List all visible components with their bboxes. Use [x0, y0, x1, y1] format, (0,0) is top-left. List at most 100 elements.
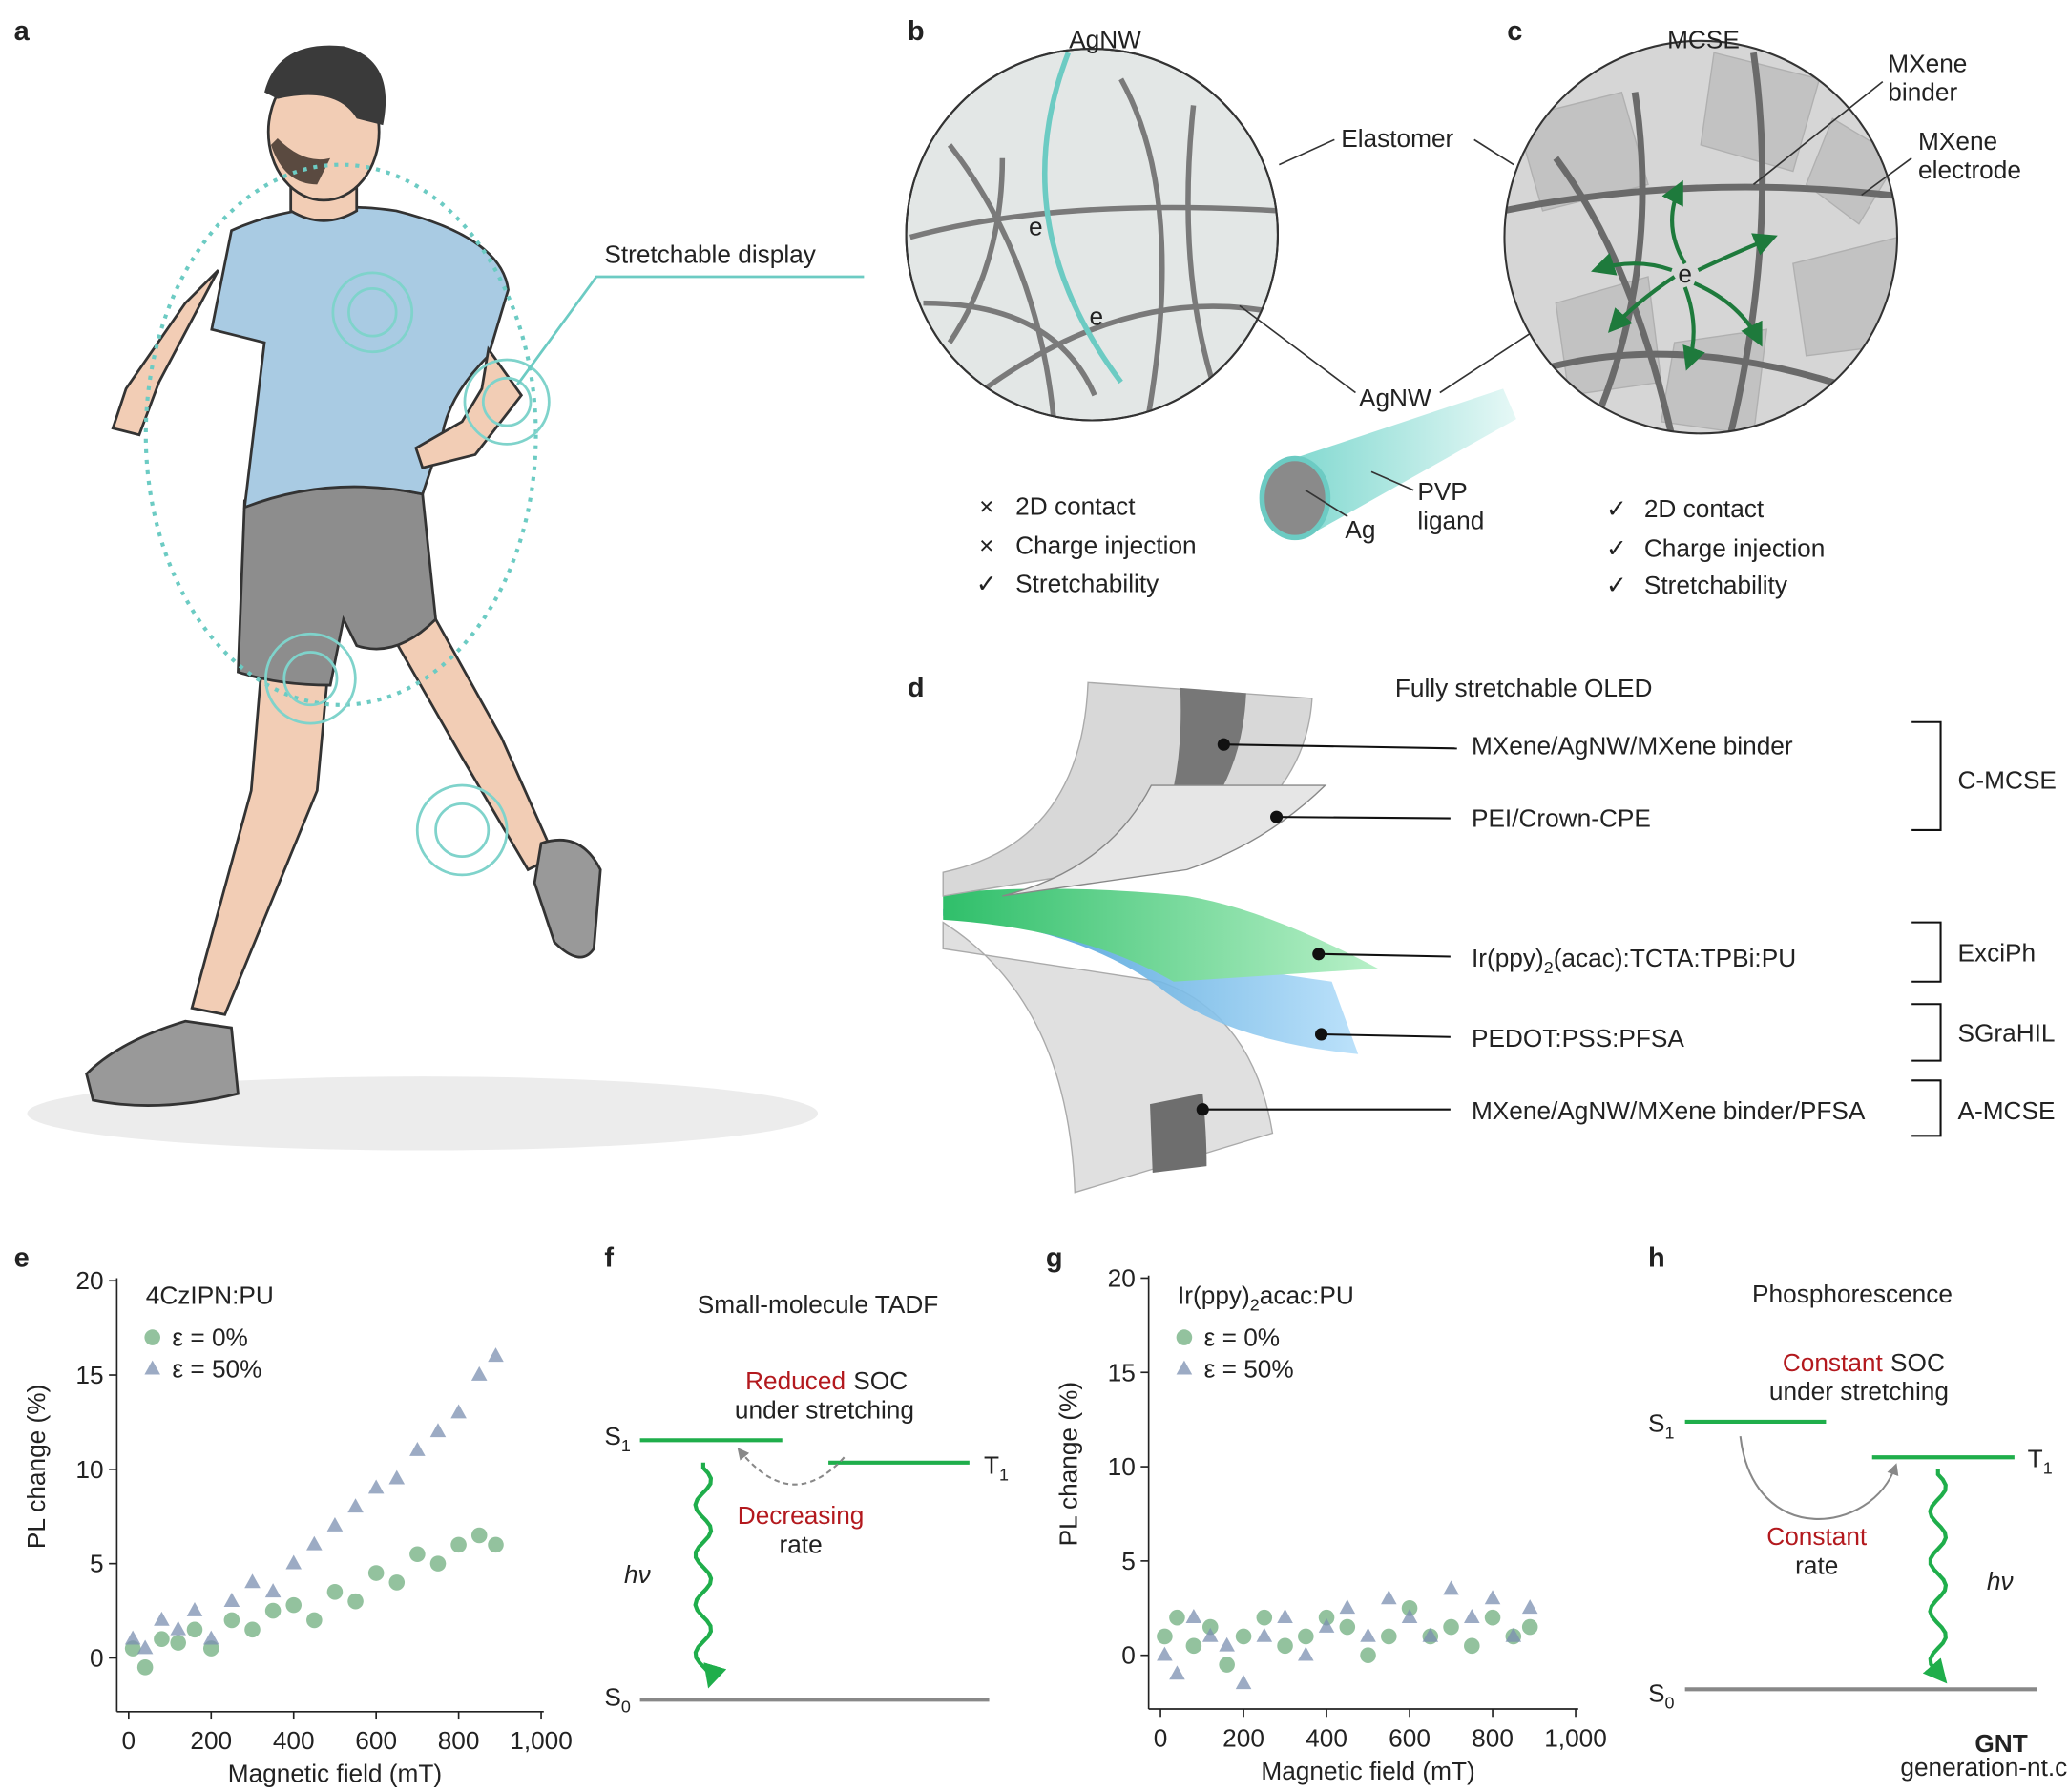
point: [1169, 1609, 1185, 1626]
ag-label: Ag: [1345, 515, 1375, 544]
point: [1464, 1637, 1480, 1655]
text-part: T: [2028, 1445, 2043, 1473]
point: [202, 1630, 219, 1645]
legend-marker: [144, 1360, 160, 1375]
soc-text: SOC: [1890, 1348, 1945, 1377]
runner-illustration: [27, 45, 865, 1151]
legend-label: ε = 0%: [172, 1323, 247, 1352]
point: [470, 1365, 488, 1381]
state-label: S1: [1648, 1408, 1675, 1442]
point: [347, 1498, 364, 1513]
text-part: S: [1648, 1408, 1665, 1437]
oled-stack: [942, 681, 1942, 1194]
point: [488, 1536, 504, 1553]
point: [409, 1441, 426, 1456]
point: [367, 1565, 385, 1581]
list-text: 2D contact: [1015, 491, 1136, 520]
point: [306, 1612, 323, 1629]
y-tick-label: 10: [1108, 1452, 1136, 1481]
point: [1484, 1609, 1501, 1626]
layer-label: MXene/AgNW/MXene binder: [1472, 732, 1793, 761]
list-text: Stretchability: [1644, 571, 1788, 599]
point: [244, 1621, 261, 1638]
soc-text: under stretching: [1769, 1377, 1949, 1406]
electron-label: e: [1089, 302, 1103, 330]
state-label: S0: [1648, 1678, 1675, 1712]
text-part: 1: [621, 1436, 631, 1455]
point: [1360, 1627, 1376, 1642]
mcse-diagram: [1503, 39, 1912, 435]
y-tick-label: 20: [1108, 1263, 1136, 1292]
point: [1381, 1628, 1397, 1645]
x-tick-label: 0: [122, 1726, 136, 1755]
y-tick-label: 15: [1108, 1358, 1136, 1386]
pvp-label: PVP: [1417, 477, 1467, 506]
soc-highlight: Constant: [1783, 1348, 1884, 1377]
text-part: PEI/Crown-CPE: [1472, 804, 1651, 833]
rate-highlight: Constant: [1766, 1522, 1868, 1551]
energy-diagrams: [639, 1419, 2037, 1702]
state-label: T1: [984, 1451, 1009, 1485]
point: [1401, 1609, 1418, 1623]
point: [1318, 1609, 1335, 1626]
panel-label: c: [1507, 16, 1522, 47]
text-part: (acac):TCTA:TPBi:PU: [1554, 944, 1796, 972]
panel-label: h: [1648, 1243, 1665, 1274]
group-label: SGraHIL: [1957, 1019, 2055, 1048]
chart-title: 4CzIPN:PU: [146, 1281, 274, 1309]
legend-marker: [1176, 1329, 1193, 1345]
text-part: Ir(ppy): [1472, 944, 1544, 972]
point: [1235, 1675, 1252, 1690]
binder-label: binder: [1888, 78, 1957, 107]
point: [1521, 1618, 1538, 1636]
point: [1484, 1590, 1501, 1605]
text-part: Ir(ppy): [1178, 1281, 1250, 1309]
point: [264, 1602, 282, 1619]
point: [1277, 1637, 1293, 1655]
text-part: 2: [1544, 958, 1554, 977]
soc-text: SOC: [853, 1366, 908, 1395]
layer-label: Ir(ppy)2(acac):TCTA:TPBi:PU: [1472, 944, 1796, 977]
point: [367, 1479, 385, 1494]
point: [1505, 1627, 1522, 1642]
x-tick-label: 400: [1306, 1723, 1347, 1752]
point: [488, 1347, 504, 1363]
point: [1219, 1636, 1235, 1652]
x-axis-label: Magnetic field (mT): [228, 1760, 442, 1788]
panel-label: b: [908, 16, 925, 47]
point: [1277, 1609, 1293, 1623]
x-tick-label: 400: [273, 1726, 315, 1755]
binder-label: MXene: [1888, 49, 1967, 77]
list-mark: ×: [979, 531, 993, 560]
emission-label: hν: [624, 1560, 651, 1589]
x-tick-label: 1,000: [1544, 1723, 1607, 1752]
point: [285, 1596, 303, 1614]
panel-label: f: [604, 1243, 614, 1274]
point: [1219, 1657, 1235, 1673]
text-part: acac:PU: [1260, 1281, 1354, 1309]
list-mark: ✓: [1606, 494, 1627, 523]
x-tick-label: 200: [1222, 1723, 1264, 1752]
list-mark: ×: [979, 491, 993, 520]
x-axis-label: Magnetic field (mT): [1261, 1757, 1474, 1785]
text-part: S: [1648, 1678, 1665, 1707]
point: [1443, 1580, 1459, 1595]
y-tick-label: 0: [90, 1643, 104, 1672]
panel-title: Small-molecule TADF: [698, 1290, 939, 1319]
point: [1235, 1628, 1252, 1645]
y-tick-label: 20: [75, 1266, 103, 1295]
electron-label: e: [1678, 260, 1692, 288]
text-part: 1: [2043, 1459, 2053, 1478]
point: [306, 1535, 323, 1551]
panel-title: Fully stretchable OLED: [1395, 674, 1653, 702]
list-text: Charge injection: [1015, 531, 1196, 560]
state-label: S0: [604, 1683, 631, 1717]
point: [136, 1659, 154, 1676]
point: [388, 1469, 406, 1485]
point: [1185, 1609, 1202, 1623]
text-part: MXene/AgNW/MXene binder/PFSA: [1472, 1096, 1866, 1125]
panel-label: g: [1046, 1243, 1063, 1274]
text-part: 0: [621, 1698, 631, 1717]
legend-label: ε = 50%: [1204, 1355, 1294, 1384]
